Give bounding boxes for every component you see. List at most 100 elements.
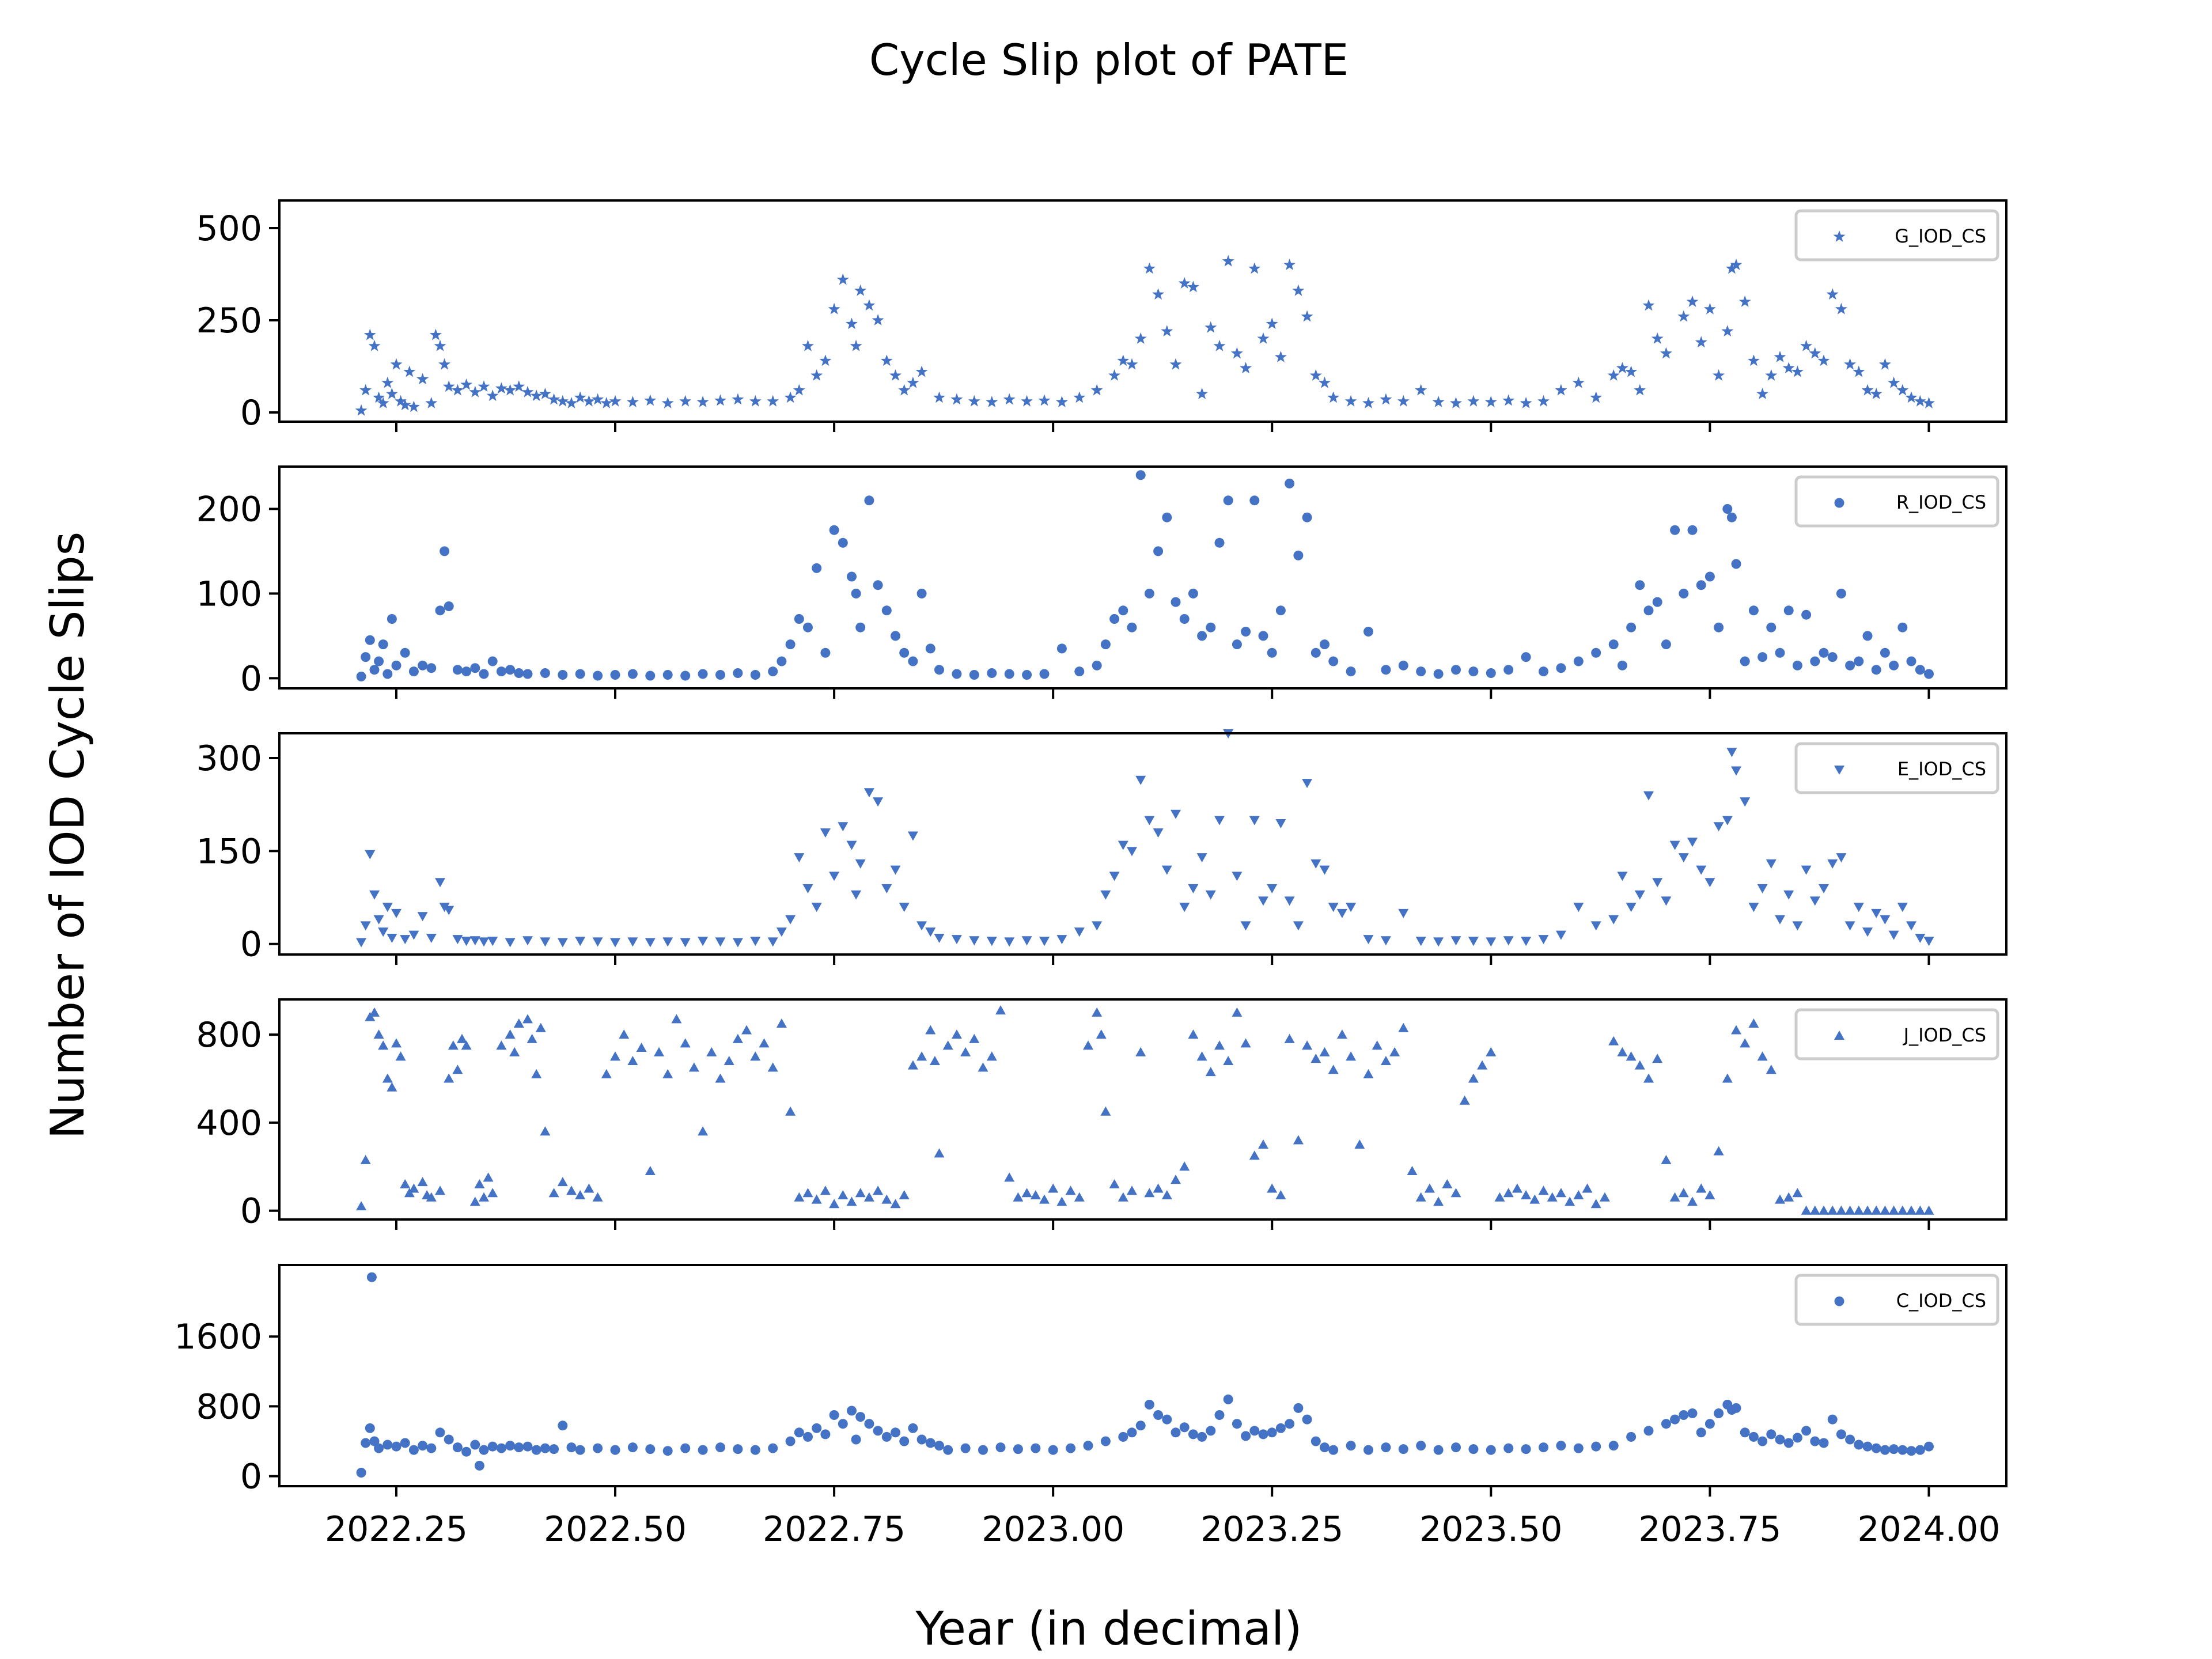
data-point <box>1205 890 1216 900</box>
data-point <box>601 1069 612 1078</box>
data-point <box>767 395 779 407</box>
data-point <box>1415 1192 1426 1202</box>
data-point <box>1344 395 1357 407</box>
data-point <box>1503 1188 1514 1198</box>
legend: R_IOD_CS <box>1794 475 1999 528</box>
data-point <box>1844 921 1855 931</box>
data-point <box>863 788 874 798</box>
data-point <box>1302 779 1313 789</box>
data-point <box>1845 660 1855 671</box>
data-point <box>1696 865 1707 875</box>
data-point <box>1635 580 1645 590</box>
legend-frame <box>1794 209 1999 262</box>
data-point <box>1292 284 1305 296</box>
data-point <box>461 666 472 677</box>
data-point <box>1906 656 1916 666</box>
data-point <box>435 1427 445 1438</box>
data-point <box>408 666 419 677</box>
data-point <box>1756 388 1769 399</box>
data-point <box>785 1106 796 1116</box>
data-point <box>1397 395 1410 407</box>
data-point <box>1310 1436 1321 1446</box>
data-point <box>1677 310 1690 322</box>
data-point <box>1144 588 1154 599</box>
data-point <box>1923 397 1935 408</box>
data-point <box>435 1185 445 1195</box>
data-point <box>1539 1442 1548 1453</box>
data-point <box>408 930 419 940</box>
data-point <box>1923 937 1934 946</box>
data-point <box>1162 512 1172 522</box>
data-point <box>435 605 445 616</box>
data-point <box>408 1183 419 1193</box>
data-point <box>1836 1429 1846 1440</box>
data-point <box>1196 388 1209 399</box>
y-tick-label: 0 <box>240 658 262 699</box>
data-point <box>496 666 506 677</box>
data-point <box>1924 669 1934 679</box>
data-point <box>1451 1442 1461 1453</box>
data-point <box>505 1029 516 1039</box>
data-point <box>1572 376 1585 388</box>
data-point <box>732 1033 743 1043</box>
data-point <box>820 647 831 658</box>
y-tick-label: 0 <box>240 393 262 433</box>
data-point <box>680 938 691 948</box>
data-point <box>768 666 778 677</box>
data-point <box>1293 550 1304 560</box>
data-point <box>521 385 534 397</box>
data-point <box>1267 1183 1278 1193</box>
data-point <box>812 563 822 573</box>
data-point <box>1643 1426 1654 1436</box>
data-point <box>400 935 411 945</box>
data-point <box>444 1434 454 1445</box>
data-point <box>378 1040 389 1050</box>
data-point <box>1617 872 1628 881</box>
data-point <box>733 668 743 678</box>
data-point <box>1267 1427 1277 1438</box>
data-point <box>915 365 928 377</box>
data-point <box>1809 347 1821 359</box>
data-point <box>776 927 787 937</box>
data-point <box>749 395 762 407</box>
data-point <box>907 1060 918 1070</box>
data-point <box>1888 376 1900 388</box>
data-point <box>1416 1441 1426 1451</box>
data-point <box>1433 669 1444 679</box>
data-point <box>916 1434 927 1445</box>
data-point <box>1055 396 1068 407</box>
subplot-3: 0 150 300 E_IOD_CS <box>196 729 2008 965</box>
data-point <box>1022 670 1032 680</box>
data-point <box>1661 1154 1672 1164</box>
series-points <box>356 470 1934 681</box>
data-point <box>1906 921 1916 931</box>
data-point <box>513 380 525 392</box>
data-point <box>1327 391 1340 403</box>
data-point <box>1004 937 1015 947</box>
data-point <box>356 1201 367 1211</box>
data-point <box>540 937 551 947</box>
data-point <box>645 938 656 948</box>
data-point <box>444 601 454 611</box>
data-point <box>1652 1054 1663 1063</box>
data-point <box>851 588 861 599</box>
data-point <box>1109 1179 1120 1188</box>
data-point <box>1346 903 1357 912</box>
data-point <box>1214 537 1225 548</box>
data-point <box>1924 1441 1934 1452</box>
data-point <box>645 671 656 681</box>
data-point <box>514 668 524 678</box>
data-point <box>986 1051 997 1061</box>
y-axis-title: Number of IOD Cycle Slips <box>41 532 94 1139</box>
data-point <box>1634 384 1646 396</box>
data-point <box>509 1047 520 1056</box>
y-tick-label: 0 <box>240 1457 262 1497</box>
data-point <box>1783 890 1794 900</box>
axes-frame <box>278 465 2008 690</box>
data-point <box>671 1014 682 1024</box>
data-point <box>391 908 402 918</box>
data-point <box>1486 937 1497 947</box>
data-point <box>1134 332 1147 344</box>
data-point <box>1687 1408 1698 1418</box>
